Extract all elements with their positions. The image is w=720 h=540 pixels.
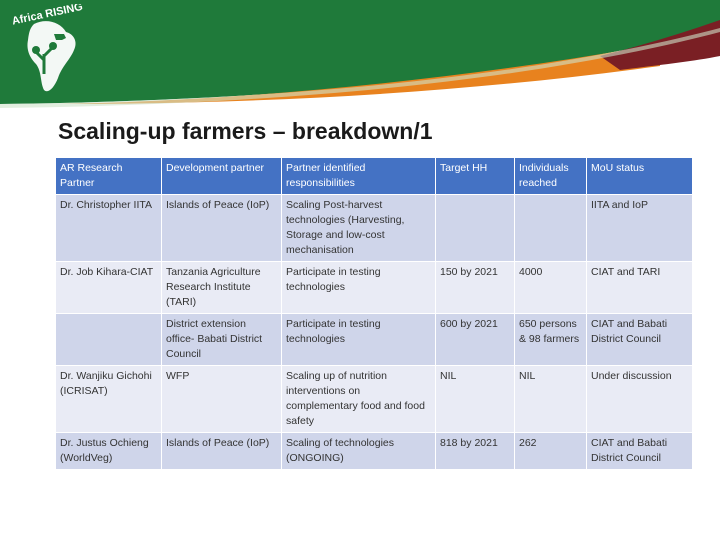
header-responsibilities: Partner identified responsibilities (281, 157, 436, 195)
table-cell: Participate in testing technologies (281, 313, 436, 366)
banner-orange-swoosh (60, 44, 660, 104)
table-cell: IITA and IoP (586, 194, 693, 262)
table-row: Dr. Justus Ochieng (WorldVeg) Islands of… (55, 432, 693, 470)
table-cell: 818 by 2021 (435, 432, 515, 470)
header-banner (0, 0, 720, 108)
table-cell (435, 194, 515, 262)
table-cell (55, 313, 162, 366)
leaf-icon (32, 46, 40, 54)
banner-green-swoosh (0, 0, 720, 104)
table-cell: Tanzania Agriculture Research Institute … (161, 261, 282, 314)
table-cell: CIAT and Babati District Council (586, 313, 693, 366)
table-cell: Under discussion (586, 365, 693, 433)
table-row: District extension office- Babati Distri… (55, 313, 693, 366)
header-development-partner: Development partner (161, 157, 282, 195)
table-cell: District extension office- Babati Distri… (161, 313, 282, 366)
table-cell: 600 by 2021 (435, 313, 515, 366)
slide-title: Scaling-up farmers – breakdown/1 (58, 118, 433, 144)
table-row: Dr. Job Kihara-CIAT Tanzania Agriculture… (55, 261, 693, 314)
table-cell: Dr. Justus Ochieng (WorldVeg) (55, 432, 162, 470)
table-cell: 262 (514, 432, 587, 470)
table-cell: Dr. Job Kihara-CIAT (55, 261, 162, 314)
header-individuals-reached: Individuals reached (514, 157, 587, 195)
table-cell: 4000 (514, 261, 587, 314)
scaling-partners-table: AR Research Partner Development partner … (55, 157, 693, 470)
table-cell: Scaling of technologies (ONGOING) (281, 432, 436, 470)
header-mou-status: MoU status (586, 157, 693, 195)
table-cell: Scaling up of nutrition interventions on… (281, 365, 436, 433)
table-cell: Scaling Post-harvest technologies (Harve… (281, 194, 436, 262)
table-cell: CIAT and Babati District Council (586, 432, 693, 470)
header-ar-research-partner: AR Research Partner (55, 157, 162, 195)
table-cell: Islands of Peace (IoP) (161, 194, 282, 262)
africa-map-icon (27, 21, 76, 92)
animal-icon (54, 34, 66, 40)
table-row: Dr. Christopher IITA Islands of Peace (I… (55, 194, 693, 262)
table-cell: Dr. Wanjiku Gichohi (ICRISAT) (55, 365, 162, 433)
header-target-hh: Target HH (435, 157, 515, 195)
table-cell (514, 194, 587, 262)
table-cell: NIL (514, 365, 587, 433)
table-cell: NIL (435, 365, 515, 433)
table-cell: CIAT and TARI (586, 261, 693, 314)
table-cell: 650 persons & 98 farmers (514, 313, 587, 366)
table-row: Dr. Wanjiku Gichohi (ICRISAT) WFP Scalin… (55, 365, 693, 433)
table-cell: Dr. Christopher IITA (55, 194, 162, 262)
table-cell: Participate in testing technologies (281, 261, 436, 314)
leaf-icon (49, 42, 57, 50)
table-cell: 150 by 2021 (435, 261, 515, 314)
table-cell: Islands of Peace (IoP) (161, 432, 282, 470)
table-cell: WFP (161, 365, 282, 433)
table-header-row: AR Research Partner Development partner … (55, 157, 693, 195)
africa-rising-logo: Africa RISING (4, 1, 90, 100)
